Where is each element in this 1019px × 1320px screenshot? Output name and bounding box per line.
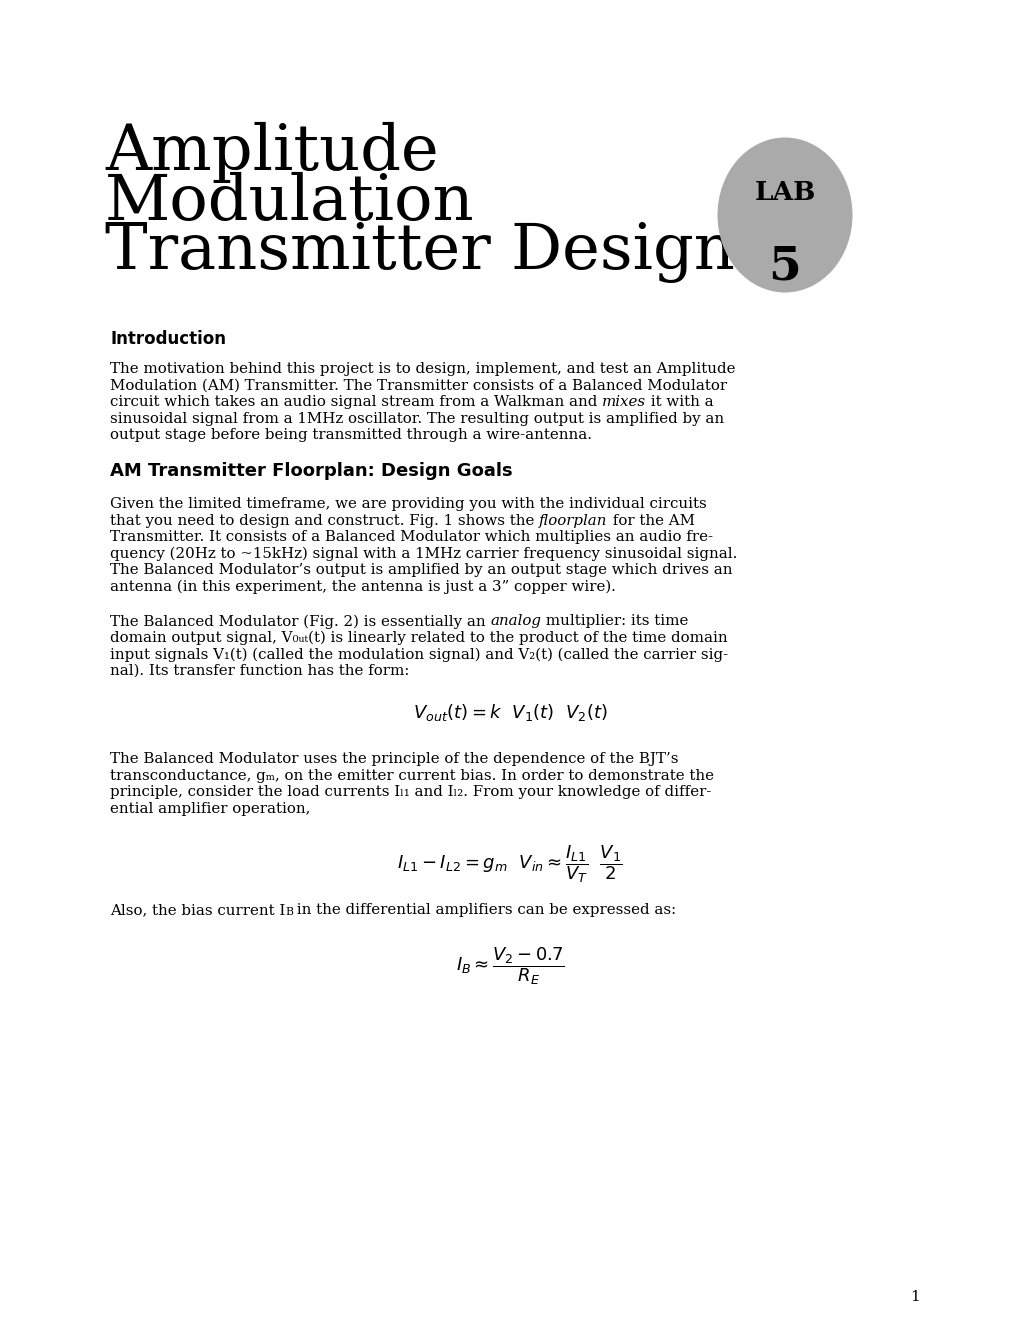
Text: output stage before being transmitted through a wire-antenna.: output stage before being transmitted th… [110,428,591,442]
Text: domain output signal, V₀ᵤₜ(t) is linearly related to the product of the time dom: domain output signal, V₀ᵤₜ(t) is linearl… [110,631,727,645]
Text: transconductance, gₘ, on the emitter current bias. In order to demonstrate the: transconductance, gₘ, on the emitter cur… [110,770,713,783]
Text: $V_{out}(t) = k\ \ V_1(t)\ \ V_2(t)$: $V_{out}(t) = k\ \ V_1(t)\ \ V_2(t)$ [413,702,606,723]
Text: Transmitter Design: Transmitter Design [105,222,734,282]
Text: multiplier: its time: multiplier: its time [541,615,688,628]
Text: 1: 1 [909,1290,919,1304]
Text: $I_{L1} - I_{L2} = g_m\ \ V_{in} \approx \dfrac{I_{L1}}{V_T}\ \ \dfrac{V_1}{2}$: $I_{L1} - I_{L2} = g_m\ \ V_{in} \approx… [396,843,623,886]
Text: antenna (in this experiment, the antenna is just a 3” copper wire).: antenna (in this experiment, the antenna… [110,579,615,594]
Text: analog: analog [490,615,541,628]
Text: The Balanced Modulator’s output is amplified by an output stage which drives an: The Balanced Modulator’s output is ampli… [110,564,732,577]
Text: LAB: LAB [754,180,815,205]
Text: The motivation behind this project is to design, implement, and test an Amplitud: The motivation behind this project is to… [110,362,735,376]
Text: 5: 5 [767,243,801,289]
Text: quency (20Hz to ~15kHz) signal with a 1MHz carrier frequency sinusoidal signal.: quency (20Hz to ~15kHz) signal with a 1M… [110,546,737,561]
Text: nal). Its transfer function has the form:: nal). Its transfer function has the form… [110,664,409,678]
Text: sinusoidal signal from a 1MHz oscillator. The resulting output is amplified by a: sinusoidal signal from a 1MHz oscillator… [110,412,723,425]
Text: Modulation: Modulation [105,172,474,234]
Ellipse shape [716,137,852,293]
Text: in the differential amplifiers can be expressed as:: in the differential amplifiers can be ex… [292,903,676,917]
Text: Amplitude: Amplitude [105,121,438,183]
Text: Given the limited timeframe, we are providing you with the individual circuits: Given the limited timeframe, we are prov… [110,498,706,511]
Text: ential amplifier operation,: ential amplifier operation, [110,803,310,816]
Text: it with a: it with a [646,395,713,409]
Text: Also, the bias current I: Also, the bias current I [110,903,285,917]
Text: principle, consider the load currents Iₗ₁ and Iₗ₂. From your knowledge of differ: principle, consider the load currents Iₗ… [110,785,710,800]
Text: B: B [285,907,293,917]
Text: Transmitter. It consists of a Balanced Modulator which multiplies an audio fre-: Transmitter. It consists of a Balanced M… [110,531,712,544]
Text: circuit which takes an audio signal stream from a Walkman and: circuit which takes an audio signal stre… [110,395,601,409]
Text: The Balanced Modulator uses the principle of the dependence of the BJT’s: The Balanced Modulator uses the principl… [110,752,678,767]
Text: AM Transmitter Floorplan: Design Goals: AM Transmitter Floorplan: Design Goals [110,462,513,480]
Text: Modulation (AM) Transmitter. The Transmitter consists of a Balanced Modulator: Modulation (AM) Transmitter. The Transmi… [110,379,727,392]
Text: The Balanced Modulator (Fig. 2) is essentially an: The Balanced Modulator (Fig. 2) is essen… [110,615,490,628]
Text: input signals V₁(t) (called the modulation signal) and V₂(t) (called the carrier: input signals V₁(t) (called the modulati… [110,648,728,661]
Text: mixes: mixes [601,395,646,409]
Text: that you need to design and construct. Fig. 1 shows the: that you need to design and construct. F… [110,513,539,528]
Text: for the AM: for the AM [607,513,694,528]
Text: Introduction: Introduction [110,330,226,348]
Text: $I_B \approx \dfrac{V_2 - 0.7}{R_E}$: $I_B \approx \dfrac{V_2 - 0.7}{R_E}$ [455,945,564,987]
Text: floorplan: floorplan [539,513,607,528]
